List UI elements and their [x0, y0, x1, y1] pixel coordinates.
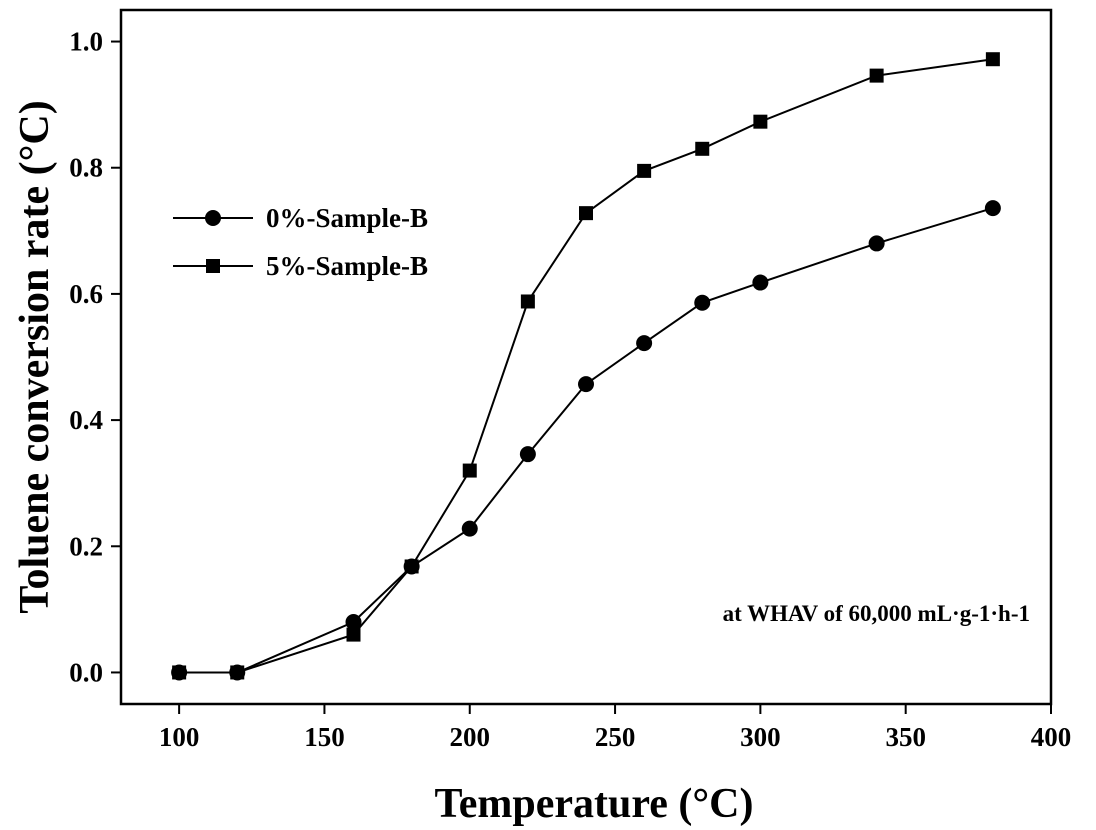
- x-axis: 100 150 200 250 300 350 400: [159, 704, 1071, 752]
- series-5%-Sample-B: [172, 52, 1000, 680]
- x-tick-label: 200: [450, 722, 491, 752]
- y-tick-label: 1.0: [69, 27, 103, 57]
- data-point-square: [753, 114, 768, 129]
- data-point-circle: [752, 274, 769, 291]
- series-0%-Sample-B: [171, 200, 1001, 681]
- x-tick-label: 300: [740, 722, 781, 752]
- y-tick-label: 0.0: [69, 657, 103, 687]
- legend-marker-circle: [205, 210, 221, 226]
- data-point-square: [172, 665, 187, 680]
- data-point-circle: [636, 335, 653, 352]
- data-point-square: [230, 665, 245, 680]
- data-point-square: [695, 141, 710, 156]
- data-point-square: [404, 559, 419, 574]
- data-point-circle: [345, 613, 362, 630]
- x-tick-label: 400: [1031, 722, 1072, 752]
- x-tick-label: 100: [159, 722, 200, 752]
- legend-label-5pct: 5%-Sample-B: [266, 251, 428, 281]
- data-point-square: [869, 68, 884, 83]
- data-point-square: [579, 206, 593, 221]
- series-layer: [171, 52, 1001, 681]
- data-point-circle: [461, 520, 478, 537]
- plot-frame: [119, 8, 1053, 706]
- x-axis-title: Temperature (°C): [435, 781, 754, 827]
- data-point-circle: [868, 235, 885, 252]
- y-tick-label: 0.8: [69, 153, 103, 183]
- data-point-circle: [984, 200, 1001, 217]
- y-tick-label: 0.6: [69, 279, 103, 309]
- data-point-square: [985, 52, 1000, 67]
- data-point-circle: [694, 294, 711, 311]
- series-line: [179, 58, 994, 674]
- x-tick-label: 250: [595, 722, 636, 752]
- conditions-annotation: at WHAV of 60,000 mL·g-1·h-1: [723, 601, 1030, 626]
- data-point-square: [346, 627, 361, 642]
- data-point-square: [462, 463, 477, 478]
- x-tick-label: 150: [304, 722, 345, 752]
- y-axis-title: Toluene conversion rate (°C): [12, 100, 58, 613]
- series-line: [179, 207, 994, 674]
- y-tick-label: 0.2: [69, 531, 103, 561]
- data-point-circle: [519, 446, 536, 463]
- legend: 0%-Sample-B 5%-Sample-B: [173, 203, 428, 281]
- legend-label-0pct: 0%-Sample-B: [266, 203, 428, 233]
- x-tick-label: 350: [885, 722, 926, 752]
- y-axis: 0.0 0.2 0.4 0.6 0.8 1.0: [69, 27, 121, 687]
- y-tick-label: 0.4: [69, 405, 103, 435]
- data-point-circle: [578, 376, 594, 393]
- data-point-square: [520, 294, 535, 309]
- data-point-square: [637, 163, 652, 178]
- legend-marker-square: [206, 259, 220, 273]
